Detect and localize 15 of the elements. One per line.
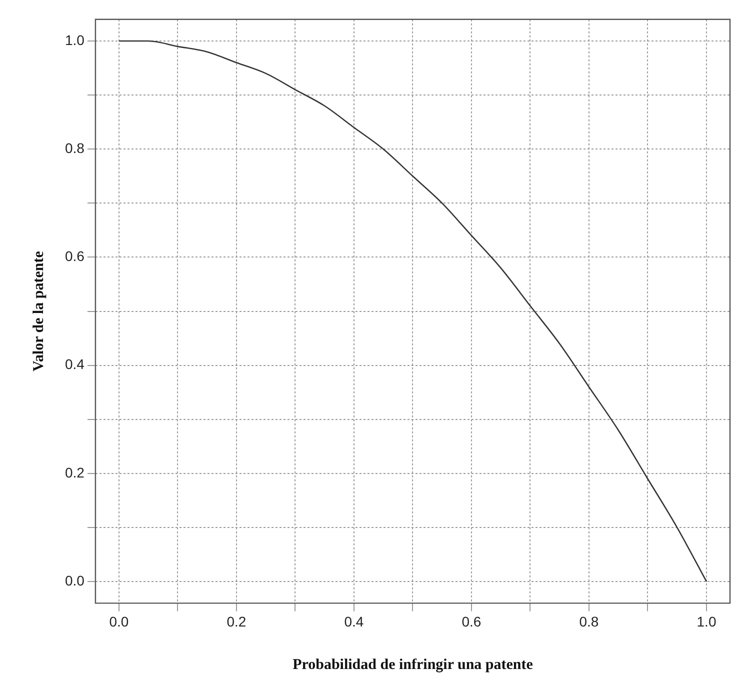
y-tick-label: 0.6: [64, 248, 85, 264]
y-tick-label: 0.2: [64, 464, 85, 480]
x-axis-title: Probabilidad de infringir una patente: [292, 656, 534, 673]
y-axis-title: Valor de la patente: [30, 250, 47, 372]
x-tick-label: 0.2: [226, 613, 246, 630]
y-tick-label: 0.4: [64, 356, 85, 372]
line-series: [118, 40, 708, 582]
y-tick-label: 1.0: [64, 32, 85, 48]
x-tick-label: 0.8: [579, 613, 599, 630]
x-tick-label: 0.6: [462, 613, 482, 630]
y-tick-label: 0.0: [64, 572, 85, 588]
x-tick-label: 0.4: [344, 613, 364, 630]
x-tick-label: 0.0: [109, 613, 129, 630]
y-tick-label: 0.8: [64, 140, 85, 156]
x-tick-label: 1.0: [696, 613, 716, 630]
